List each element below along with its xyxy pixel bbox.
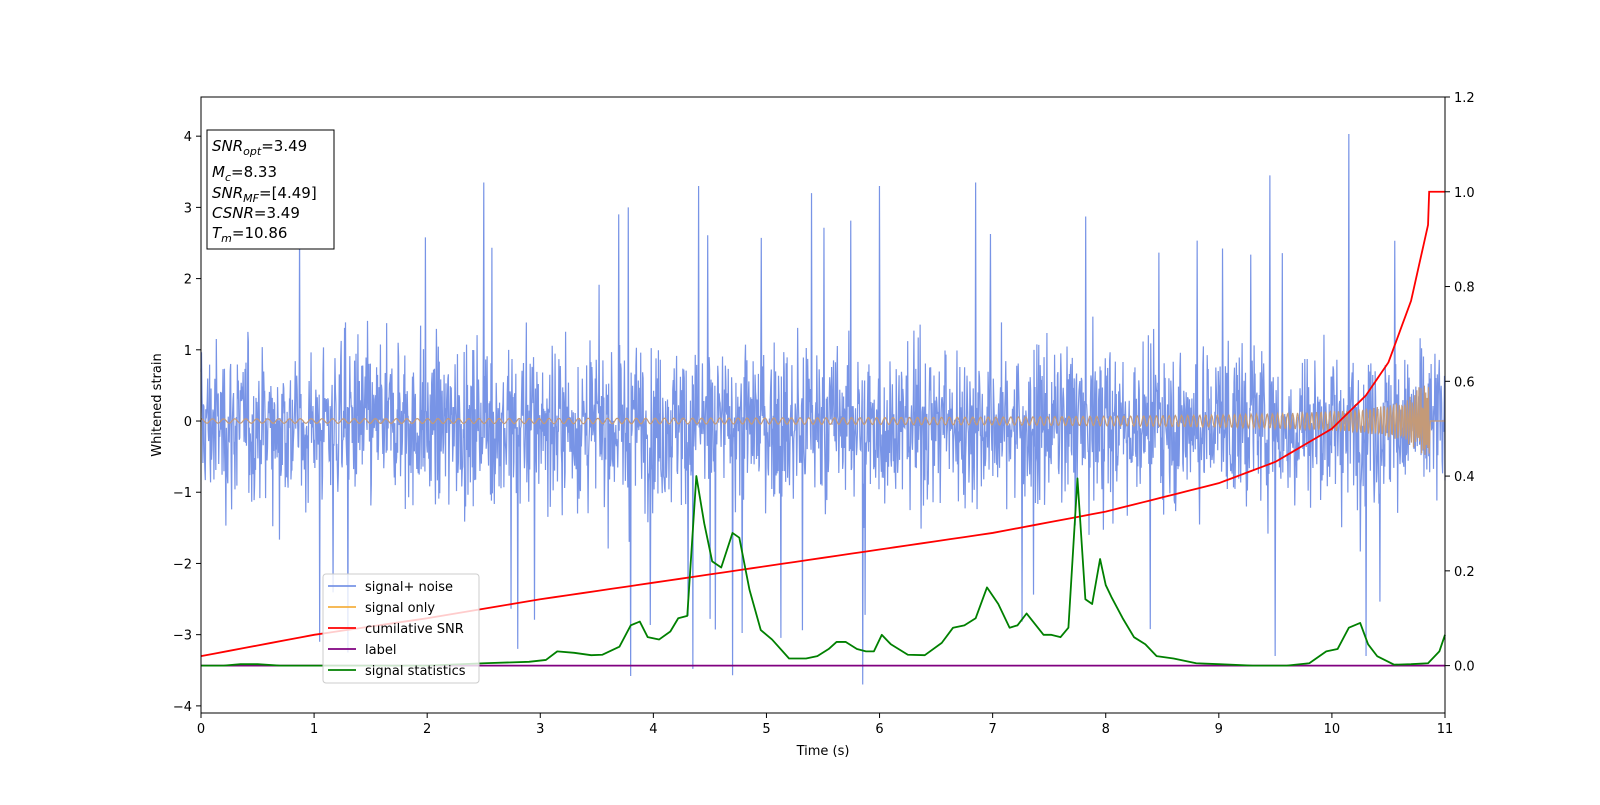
legend-entry-signal-only: signal only [365,601,435,616]
x-tick-label: 6 [875,722,883,737]
legend-entry-cumulative-snr: cumilative SNR [365,622,464,637]
series-signal-only [201,385,1445,455]
x-tick-label: 4 [649,722,657,737]
y-tick-label: −3 [173,629,192,644]
y2-tick-label: 0.8 [1454,281,1475,296]
info-line: SNRMF=[4.49] [212,184,317,205]
legend-entry-signal-noise: signal+ noise [365,580,453,595]
x-tick-label: 2 [423,722,431,737]
info-symbol: T [212,224,223,242]
x-tick-label: 0 [197,722,205,737]
y2-tick-label: 0.6 [1454,375,1475,390]
y2-tick-label: 1.2 [1454,91,1475,106]
info-subscript: MF [243,192,259,205]
y-tick-label: 2 [184,273,192,288]
info-value: =3.49 [254,204,300,222]
x-tick-label: 3 [536,722,544,737]
info-line: CSNR=3.49 [212,204,300,222]
legend: signal+ noise signal only cumilative SNR la… [322,573,480,684]
x-tick-label: 10 [1324,722,1341,737]
y2-tick-label: 1.0 [1454,186,1475,201]
legend-frame [322,573,480,684]
info-subscript: m [221,232,232,245]
info-box-frame [206,129,335,250]
info-line: Mc=8.33 [212,163,277,184]
series-signal-statistics [201,475,1446,667]
y-tick-label: 1 [184,344,192,359]
info-symbol: SNR [212,184,243,202]
info-line: Tm=10.86 [212,224,287,245]
legend-entry-label: label [365,643,396,658]
y2-tick-label: 0.0 [1454,660,1475,675]
series-cumulative-snr [200,190,1445,658]
x-tick-label: 7 [988,722,996,737]
y-axis-label: Whitened strain [150,353,165,456]
info-line: SNRopt=3.49 [212,137,307,158]
info-subscript: c [225,171,231,184]
y-tick-label: −1 [173,486,192,501]
y2-tick-label: 0.4 [1454,470,1475,485]
y-tick-label: 0 [184,415,192,430]
info-symbol: SNR [212,137,243,155]
info-value: =10.86 [232,224,288,242]
x-axis-label: Time (s) [796,744,850,759]
y-tick-label: 4 [184,130,192,145]
info-subscript: opt [243,145,262,158]
x-tick-label: 1 [310,722,318,737]
info-value: =8.33 [231,163,277,181]
plot-frame [200,96,1446,714]
y-tick-label: 3 [184,201,192,216]
x-tick-label: 9 [1215,722,1223,737]
info-box: SNRopt=3.49Mc=8.33SNRMF=[4.49]CSNR=3.49T… [206,129,335,250]
info-value: =[4.49] [259,184,317,202]
axes-layer: 0 1 2 3 4 5 6 7 8 9 10 11 −4 −3 −2 −1 0 1 2 3 4 0.0 0.2 0.4 0.6 0… [173,91,1475,737]
info-symbol: M [212,163,225,181]
y-tick-label: −2 [173,557,192,572]
info-symbol: CSNR [212,204,254,222]
x-tick-label: 5 [762,722,770,737]
y2-tick-label: 0.2 [1454,565,1475,580]
y-tick-label: −4 [173,700,192,715]
x-tick-label: 11 [1437,722,1454,737]
info-value: =3.49 [261,137,307,155]
legend-entry-signal-statistics: signal statistics [365,664,466,679]
x-tick-label: 8 [1102,722,1110,737]
series-signal-noise [200,134,1446,685]
